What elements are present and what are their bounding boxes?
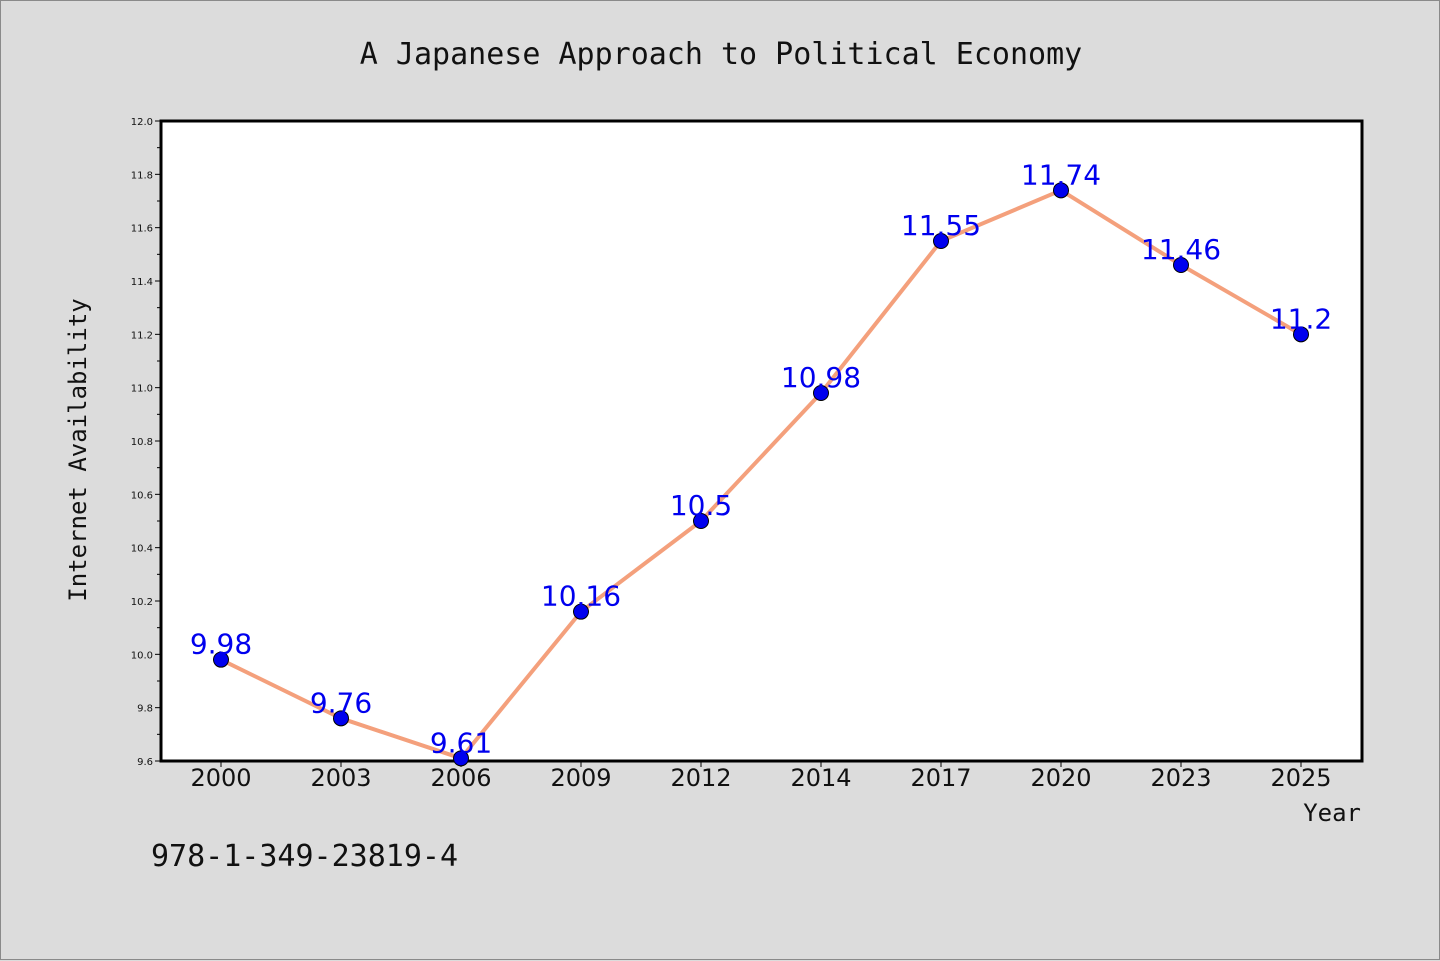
data-point	[1053, 182, 1069, 199]
data-point	[1293, 326, 1309, 343]
y-axis-label: Internet Availability	[64, 298, 92, 601]
data-label: 11.2	[1270, 302, 1332, 335]
data-label: 11.46	[1141, 233, 1221, 266]
x-tick-label: 2020	[1030, 764, 1091, 792]
x-tick-label: 2000	[190, 764, 251, 792]
data-point	[1173, 257, 1189, 273]
isbn-text: 978-1-349-23819-4	[151, 839, 458, 874]
y-tick-label: 11.4	[131, 277, 153, 288]
data-point	[693, 513, 709, 529]
data-label: 9.98	[190, 628, 252, 661]
data-point	[933, 233, 949, 249]
x-tick-label: 2023	[1150, 764, 1211, 792]
y-tick-label: 12.0	[131, 117, 153, 128]
y-tick-label: 10.0	[131, 650, 153, 661]
plot-area	[159, 119, 1364, 763]
data-label: 9.61	[430, 726, 492, 759]
x-tick-label: 2025	[1270, 764, 1331, 792]
y-tick-label: 11.6	[131, 224, 153, 235]
y-tick-label: 11.0	[131, 384, 153, 395]
data-label: 9.76	[310, 686, 372, 719]
data-label: 10.5	[670, 489, 732, 522]
y-tick-label: 11.2	[131, 330, 153, 341]
series-layer: 9.98 9.76 9.61 10.16 10.5 10.98 11.55 11.74 11.4…	[190, 158, 1332, 767]
data-label: 11.74	[1021, 158, 1101, 191]
y-tick-label: 11.8	[131, 170, 153, 181]
y-axis: 9.6 9.8 10.0 10.2 10.4 10.6 10.8 11.0 11.2 11.4 11…	[131, 117, 161, 768]
y-tick-label: 10.4	[131, 544, 153, 555]
x-axis: 2000 2003 2006 2009 2012 2014 2017 2020 2023 2025	[190, 761, 1332, 792]
x-tick-label: 2012	[670, 764, 731, 792]
data-point	[813, 385, 829, 401]
data-label: 11.55	[901, 209, 981, 242]
chart-title: A Japanese Approach to Political Economy	[360, 37, 1082, 72]
y-tick-label: 9.6	[137, 757, 153, 768]
x-tick-label: 2017	[910, 764, 971, 792]
data-point	[453, 750, 469, 767]
x-tick-label: 2003	[310, 764, 371, 792]
y-tick-label: 9.8	[137, 704, 153, 715]
x-axis-label: Year	[1303, 799, 1361, 827]
series-line	[220, 188, 1303, 761]
data-point	[333, 710, 349, 727]
data-point	[213, 651, 229, 668]
x-tick-label: 2006	[430, 764, 491, 792]
y-tick-label: 10.6	[131, 490, 153, 501]
data-label: 10.16	[541, 580, 621, 613]
y-tick-label: 10.8	[131, 437, 153, 448]
y-tick-label: 10.2	[131, 597, 153, 608]
x-tick-label: 2009	[550, 764, 611, 792]
data-label: 10.98	[781, 361, 861, 394]
x-tick-label: 2014	[790, 764, 851, 792]
data-point	[573, 603, 589, 620]
